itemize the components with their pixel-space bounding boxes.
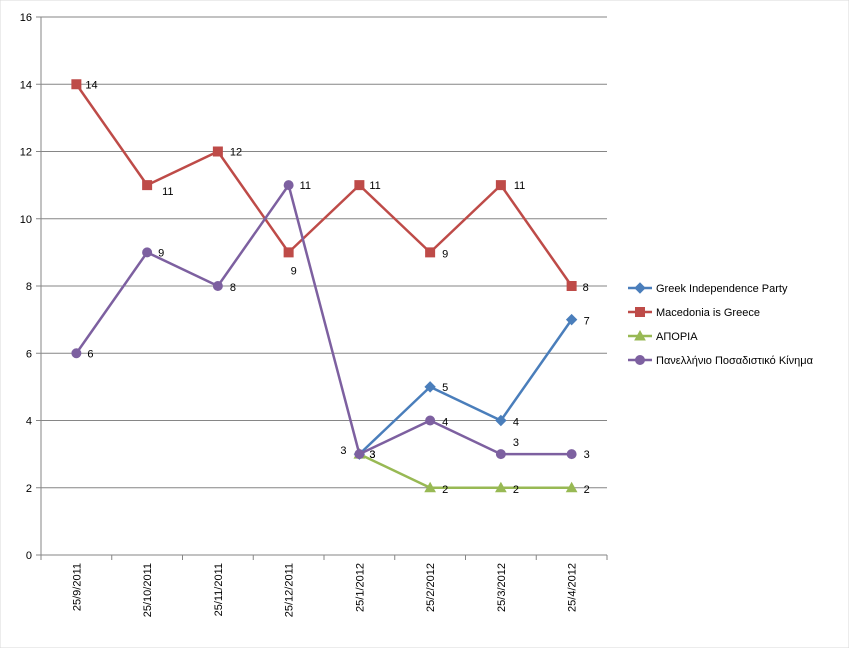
legend-item: Macedonia is Greece xyxy=(628,307,760,319)
data-point xyxy=(565,481,578,493)
data-label: 2 xyxy=(584,484,590,496)
xtick-label: 25/10/2011 xyxy=(142,563,154,617)
data-label: 12 xyxy=(230,147,242,159)
data-point xyxy=(354,449,365,460)
axes: 0 2 4 6 8 10 12 14 16 25/9/2011 25/10/2011 25/11/20… xyxy=(20,12,608,617)
data-label: 11 xyxy=(369,180,380,192)
data-point xyxy=(212,146,223,157)
data-point xyxy=(495,180,506,191)
data-label: 4 xyxy=(513,417,519,429)
data-label: 11 xyxy=(514,180,525,192)
xtick-label: 25/12/2011 xyxy=(284,563,296,617)
ytick-label: 12 xyxy=(20,147,32,159)
legend-item: Πανελλήνιο Ποσαδιστικό Κίνημα xyxy=(628,355,814,367)
xtick-label: 25/3/2012 xyxy=(496,563,508,612)
series-line xyxy=(358,452,572,489)
ytick-label: 2 xyxy=(26,483,32,495)
data-point xyxy=(424,481,436,493)
ytick-label: 6 xyxy=(26,348,32,360)
legend-marker xyxy=(635,307,645,317)
data-label: 4 xyxy=(442,417,448,429)
data-point xyxy=(283,180,294,191)
data-label: 9 xyxy=(158,247,164,259)
series-3 xyxy=(71,180,577,460)
legend-label: ΑΠΟΡΙΑ xyxy=(656,331,698,343)
data-point xyxy=(425,415,436,426)
legend-marker xyxy=(634,282,646,294)
data-label: 11 xyxy=(300,180,311,192)
legend-marker xyxy=(635,355,645,365)
ytick-label: 4 xyxy=(26,416,32,428)
data-label: 3 xyxy=(369,449,375,461)
data-label: 9 xyxy=(442,248,448,260)
legend-label: Greek Independence Party xyxy=(656,283,788,295)
data-point xyxy=(566,449,577,460)
xtick-label: 25/11/2011 xyxy=(213,563,225,616)
data-label: 9 xyxy=(291,265,297,277)
data-label: 3 xyxy=(584,449,590,461)
ytick-label: 14 xyxy=(20,79,32,91)
data-point xyxy=(425,247,436,258)
xtick-label: 25/2/2012 xyxy=(425,563,437,612)
data-point xyxy=(142,247,153,258)
data-point xyxy=(566,281,577,291)
xtick-label: 25/1/2012 xyxy=(354,563,366,612)
data-label: 3 xyxy=(369,449,375,461)
data-label: 3 xyxy=(513,437,519,449)
data-point xyxy=(354,180,365,191)
data-label: 3 xyxy=(340,445,346,457)
xtick-label: 25/4/2012 xyxy=(567,563,579,612)
series-line xyxy=(75,83,573,287)
data-point xyxy=(495,414,507,427)
data-point xyxy=(495,449,506,460)
data-label: 14 xyxy=(85,79,97,91)
data-label: 2 xyxy=(442,484,448,496)
ytick-label: 16 xyxy=(20,12,32,24)
legend-label: Πανελλήνιο Ποσαδιστικό Κίνημα xyxy=(656,355,814,367)
data-point xyxy=(283,247,294,258)
legend-item: ΑΠΟΡΙΑ xyxy=(628,329,698,343)
data-label: 11 xyxy=(162,186,173,198)
data-point xyxy=(424,381,436,393)
series-1 xyxy=(71,79,577,291)
legend-marker xyxy=(634,329,646,341)
ytick-label: 0 xyxy=(26,550,32,562)
legend: Greek Independence Party Macedonia is Gre… xyxy=(628,282,814,367)
data-point xyxy=(495,481,507,493)
legend-label: Macedonia is Greece xyxy=(656,307,760,319)
legend-item: Greek Independence Party xyxy=(628,282,788,295)
data-point xyxy=(212,281,223,291)
data-point xyxy=(142,180,153,191)
data-point xyxy=(71,79,82,90)
series-group xyxy=(71,79,578,493)
data-point xyxy=(565,313,578,326)
data-label: 2 xyxy=(513,484,519,496)
data-label: 8 xyxy=(583,282,589,294)
xtick-label: 25/9/2011 xyxy=(71,563,83,611)
series-line xyxy=(358,318,573,456)
data-label: 6 xyxy=(87,348,93,360)
data-label: 5 xyxy=(442,382,448,394)
ytick-label: 8 xyxy=(26,281,32,293)
data-label: 7 xyxy=(584,316,590,328)
data-point xyxy=(71,348,82,359)
data-label: 8 xyxy=(230,282,236,294)
ytick-label: 10 xyxy=(20,214,32,226)
series-line xyxy=(75,183,572,456)
